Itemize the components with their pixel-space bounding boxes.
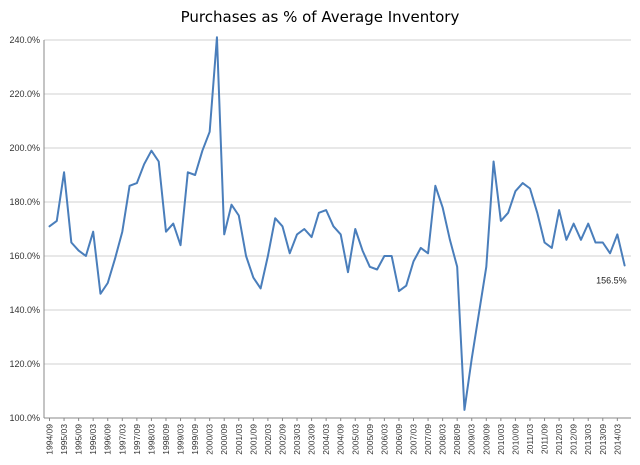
y-tick-label: 180.0%: [9, 197, 40, 207]
y-tick-label: 160.0%: [9, 251, 40, 261]
x-tick-label: 2006/03: [379, 424, 389, 455]
x-tick-label: 1996/09: [103, 424, 113, 455]
x-tick-label: 2000/09: [219, 424, 229, 455]
x-tick-label: 2013/09: [598, 424, 608, 455]
x-tick-label: 1998/03: [146, 424, 156, 455]
x-tick-label: 1997/09: [132, 424, 142, 455]
y-tick-label: 220.0%: [9, 89, 40, 99]
x-tick-label: 2011/03: [525, 424, 535, 454]
y-tick-label: 200.0%: [9, 143, 40, 153]
x-tick-label: 2012/03: [554, 424, 564, 455]
x-tick-label: 1996/03: [88, 424, 98, 455]
x-tick-label: 2002/03: [263, 424, 273, 455]
x-tick-label: 2007/09: [423, 424, 433, 455]
x-tick-label: 2010/03: [496, 424, 506, 455]
y-tick-label: 140.0%: [9, 305, 40, 315]
x-tick-label: 2004/03: [321, 424, 331, 455]
x-tick-label: 1998/09: [161, 424, 171, 455]
x-tick-label: 2002/09: [277, 424, 287, 455]
x-tick-label: 2008/03: [438, 424, 448, 455]
x-tick-label: 2011/09: [540, 424, 550, 454]
x-tick-label: 2007/03: [409, 424, 419, 455]
x-tick-label: 1997/03: [117, 424, 127, 455]
y-tick-label: 240.0%: [9, 35, 40, 45]
x-tick-label: 1995/09: [74, 424, 84, 455]
x-tick-label: 2000/03: [205, 424, 215, 455]
x-tick-label: 2010/09: [510, 424, 520, 455]
series-line: [48, 36, 626, 411]
x-tick-label: 2008/09: [452, 424, 462, 455]
x-tick-label: 2003/03: [292, 424, 302, 455]
y-tick-label: 120.0%: [9, 359, 40, 369]
x-tick-label: 2003/09: [307, 424, 317, 455]
y-tick-label: 100.0%: [9, 413, 40, 423]
x-tick-label: 2001/03: [234, 424, 244, 455]
x-tick-label: 2001/09: [248, 424, 258, 455]
x-tick-label: 1994/09: [45, 424, 55, 455]
x-tick-label: 1999/09: [190, 424, 200, 455]
x-tick-label: 2012/09: [569, 424, 579, 455]
x-tick-label: 1995/03: [59, 424, 69, 455]
x-tick-label: 2009/03: [467, 424, 477, 455]
x-tick-label: 2005/03: [350, 424, 360, 455]
x-tick-label: 2005/09: [365, 424, 375, 455]
chart-title: Purchases as % of Average Inventory: [180, 8, 460, 26]
x-tick-label: 1999/03: [176, 424, 186, 455]
x-tick-label: 2006/09: [394, 424, 404, 455]
x-tick-label: 2004/09: [336, 424, 346, 455]
x-tick-label: 2014/03: [612, 424, 622, 455]
x-tick-label: 2013/03: [583, 424, 593, 455]
data-label: 156.5%: [596, 275, 627, 285]
x-tick-label: 2009/09: [481, 424, 491, 455]
